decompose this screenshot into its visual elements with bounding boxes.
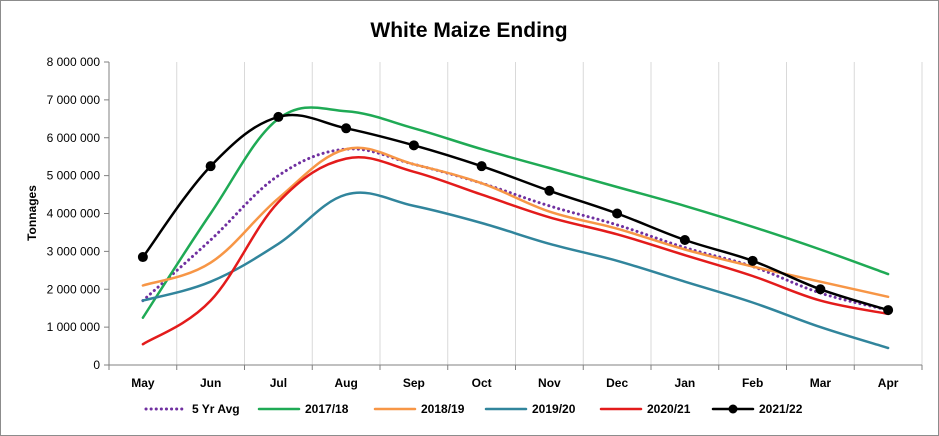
y-tick-label: 2 000 000 xyxy=(47,282,101,296)
series-line-2020-21 xyxy=(141,156,890,346)
x-tick-label: Feb xyxy=(742,376,763,390)
data-point-2021-22 xyxy=(273,111,284,122)
chart-title: White Maize Ending xyxy=(370,19,567,42)
data-point-2021-22 xyxy=(137,252,148,263)
series-line-5-yr-avg xyxy=(141,147,890,312)
y-tick-label: 5 000 000 xyxy=(47,169,101,183)
legend-label-2017-18: 2017/18 xyxy=(305,402,349,416)
gridlines xyxy=(176,62,923,365)
x-tick-label: Aug xyxy=(334,376,357,390)
legend-label-2021-22: 2021/22 xyxy=(759,402,803,416)
x-tick-label: Oct xyxy=(472,376,492,390)
axes: 0 1 000 000 2 000 000 3 000 000 4 000 000 5 0… xyxy=(47,55,923,390)
data-point-2021-22 xyxy=(544,185,555,196)
data-point-2021-22 xyxy=(612,208,623,219)
y-axis-label: Tonnages xyxy=(25,185,39,241)
legend-label-2018-19: 2018/19 xyxy=(421,402,465,416)
x-tick-label: Jun xyxy=(200,376,221,390)
series-line-2019-20 xyxy=(141,191,890,350)
y-tick-label: 8 000 000 xyxy=(47,55,101,69)
y-tick-label: 6 000 000 xyxy=(47,131,101,145)
legend-marker-2021-22 xyxy=(728,404,738,414)
series-line-2018-19 xyxy=(141,146,890,299)
legend-label-2020-21: 2020/21 xyxy=(647,402,691,416)
x-tick-label: Jan xyxy=(675,376,696,390)
x-tick-label: Dec xyxy=(606,376,628,390)
y-tick-label: 0 xyxy=(93,358,100,372)
legend: 5 Yr Avg 2017/18 2018/19 2019/20 2020/21 2021… xyxy=(144,402,803,416)
x-tick-label: Apr xyxy=(878,376,899,390)
series-line-2017-18 xyxy=(141,106,890,319)
y-tick-label: 3 000 000 xyxy=(47,244,101,258)
y-tick-label: 1 000 000 xyxy=(47,320,101,334)
x-tick-label: Sep xyxy=(403,376,425,390)
legend-label-2019-20: 2019/20 xyxy=(532,402,576,416)
data-point-2021-22 xyxy=(205,161,216,172)
y-tick-label: 7 000 000 xyxy=(47,93,101,107)
x-tick-label: Mar xyxy=(810,376,832,390)
data-point-2021-22 xyxy=(815,284,826,295)
data-point-2021-22 xyxy=(408,140,419,151)
data-point-2021-22 xyxy=(341,123,352,134)
data-point-2021-22 xyxy=(476,161,487,172)
data-point-2021-22 xyxy=(747,255,758,266)
data-point-2021-22 xyxy=(883,305,894,316)
series-lines xyxy=(137,106,894,350)
x-tick-label: Jul xyxy=(270,376,287,390)
x-tick-label: May xyxy=(131,376,155,390)
x-tick-label: Nov xyxy=(538,376,561,390)
data-point-2021-22 xyxy=(679,235,690,246)
legend-label-5-yr-avg: 5 Yr Avg xyxy=(192,402,240,416)
y-tick-label: 4 000 000 xyxy=(47,207,101,221)
